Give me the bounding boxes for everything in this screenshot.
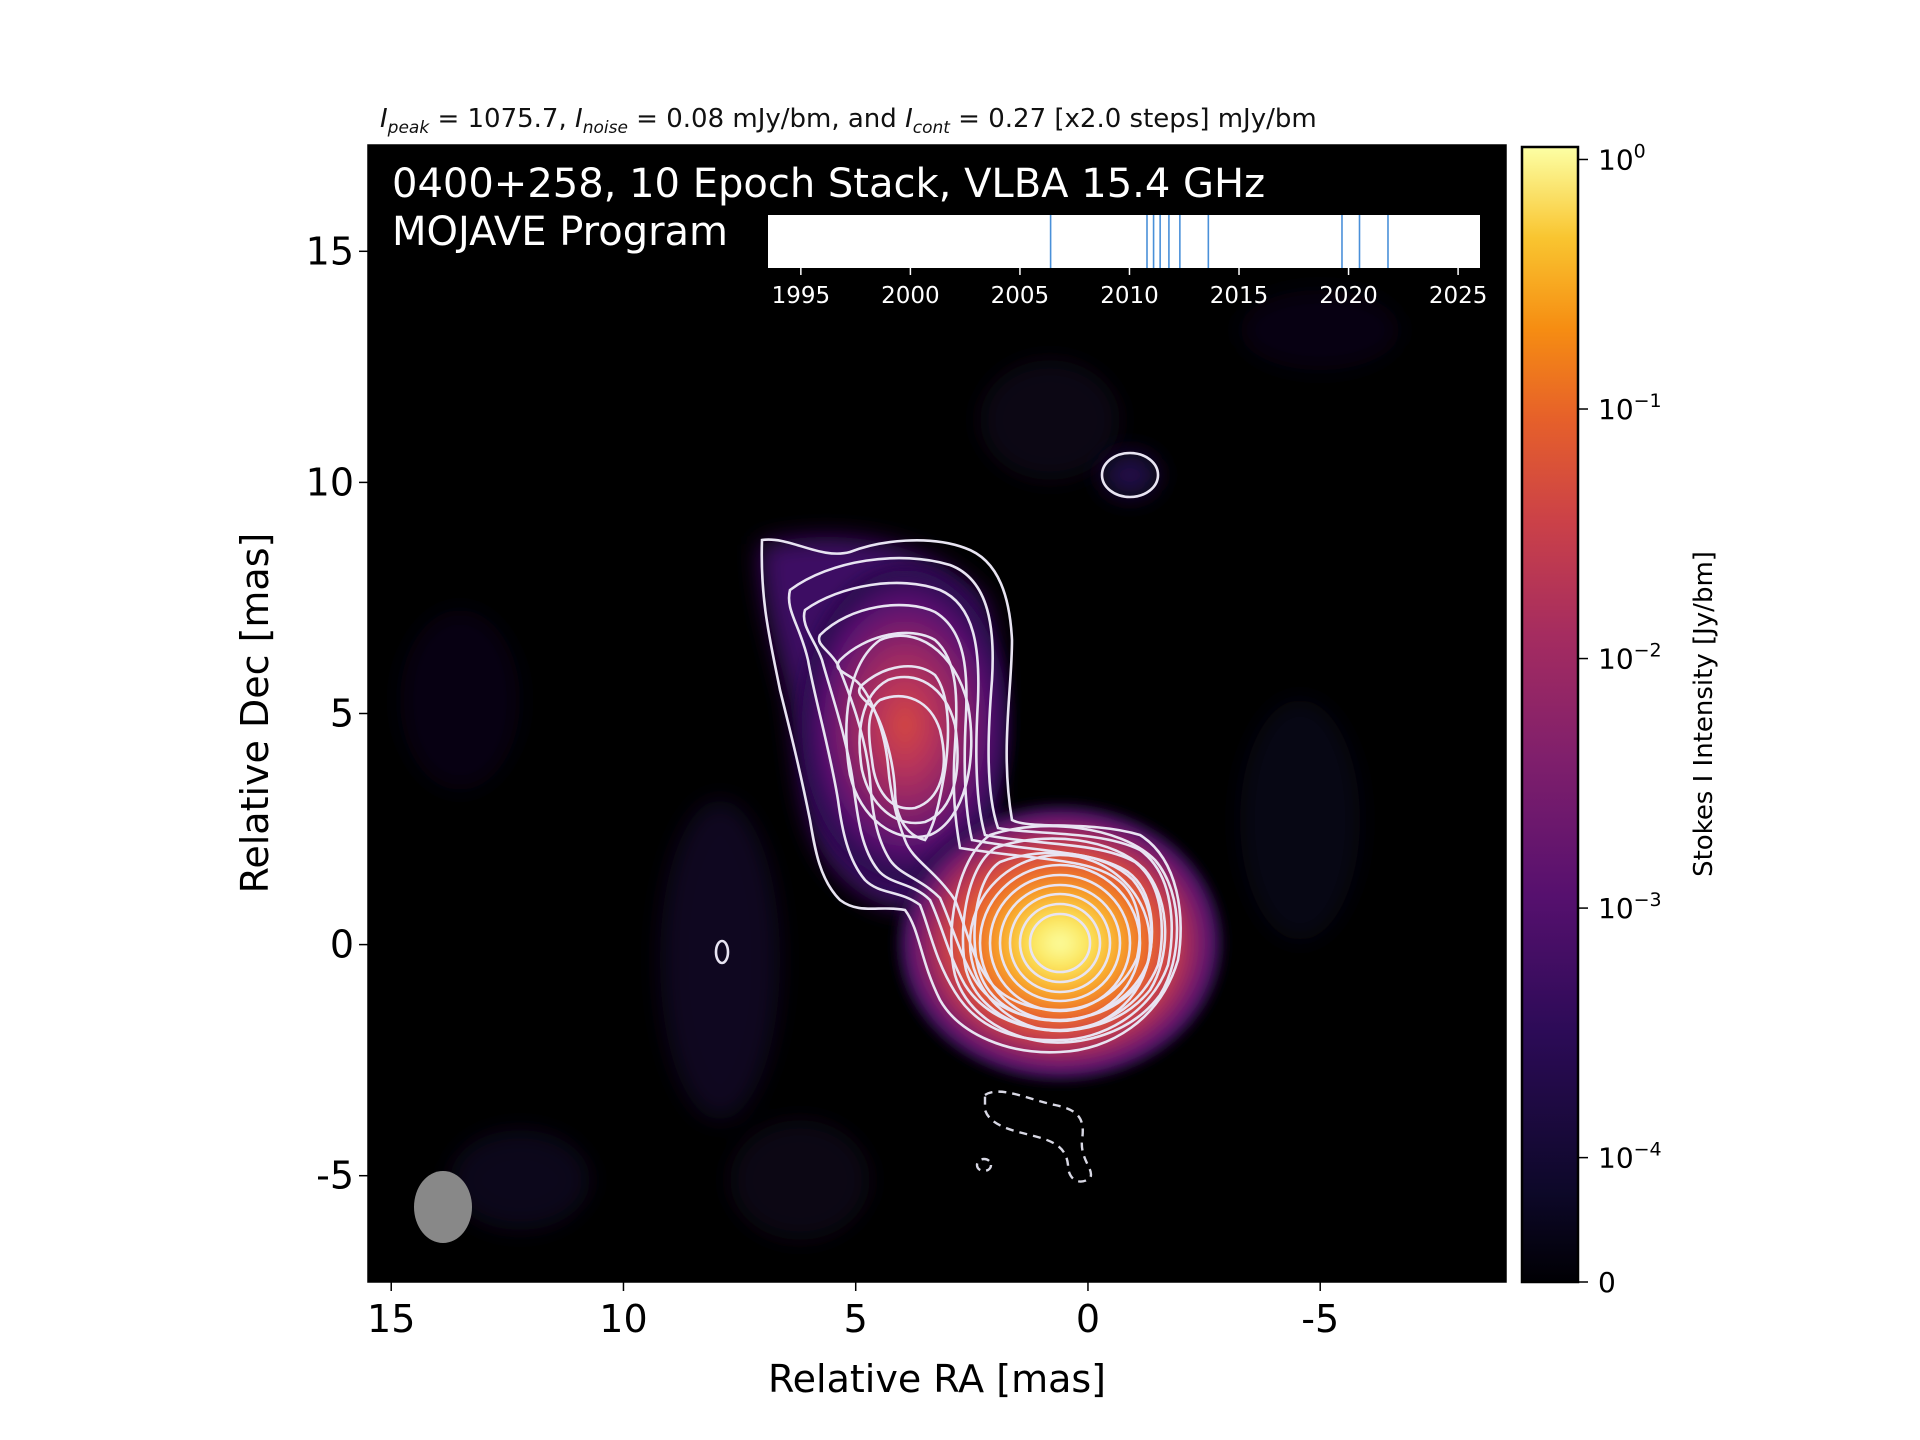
beam-ellipse <box>414 1171 472 1243</box>
y-axis-label: Relative Dec [mas] <box>233 533 277 894</box>
timeline-tick-label: 2000 <box>881 283 940 309</box>
colorbar-tick-label: 100 <box>1598 140 1646 176</box>
timeline-tick-label: 2025 <box>1429 283 1488 309</box>
contour-knot-2 <box>858 675 959 825</box>
timeline-tick-label: 2010 <box>1100 283 1159 309</box>
contour-2 <box>787 556 1173 1042</box>
contours <box>714 451 1182 1054</box>
contour-13 <box>1028 912 1092 974</box>
y-tick-label: -5 <box>316 1154 354 1198</box>
contour-core-outer-1 <box>950 824 1179 1044</box>
contour-knot-1 <box>867 695 946 810</box>
map-title-line1: 0400+258, 10 Epoch Stack, VLBA 15.4 GHz <box>392 161 1265 207</box>
contour-outer <box>760 538 1182 1054</box>
colorbar-tick-label: 10−2 <box>1598 640 1662 676</box>
timeline-tick-label: 2005 <box>991 283 1050 309</box>
timeline-tick-label: 1995 <box>772 283 831 309</box>
timeline-tick-label: 2015 <box>1210 283 1269 309</box>
x-tick-label: 15 <box>367 1297 415 1341</box>
y-tick-label: 5 <box>330 692 354 736</box>
contour-6 <box>857 664 950 842</box>
colorbar-tick-label: 10−1 <box>1598 390 1662 426</box>
negative-contour-2 <box>975 1157 993 1173</box>
timeline-box <box>768 215 1480 268</box>
timeline-tick-label: 2020 <box>1319 283 1378 309</box>
x-axis-label: Relative RA [mas] <box>768 1357 1106 1401</box>
colorbar-tick-label: 10−4 <box>1598 1139 1662 1175</box>
header-caption: Ipeak = 1075.7, Inoise = 0.08 mJy/bm, an… <box>380 104 1317 138</box>
y-tick-label: 10 <box>306 460 354 504</box>
y-tick-label: 15 <box>306 229 354 273</box>
contour-core-outer-3 <box>973 851 1153 1022</box>
contour-12 <box>1018 902 1102 984</box>
colorbar-label: Stokes I Intensity [Jy/bm] <box>1689 551 1719 877</box>
y-tick-label: 0 <box>330 923 354 967</box>
contour-10 <box>998 883 1122 1003</box>
colorbar-ticks: 100 10−1 10−2 10−3 10−4 0 <box>1578 140 1662 1299</box>
contour-9 <box>988 873 1132 1013</box>
epoch-timeline: 1995 2000 2005 2010 2015 2020 2025 <box>768 215 1487 309</box>
contour-west-blob <box>714 939 730 965</box>
negative-contour-1 <box>983 1090 1093 1183</box>
contour-11 <box>1008 892 1112 994</box>
colorbar-tick-label: 0 <box>1598 1266 1616 1299</box>
contour-north-blob <box>1100 451 1160 499</box>
y-axis-ticks: 15 10 5 0 -5 <box>306 229 368 1198</box>
x-tick-label: -5 <box>1301 1297 1339 1341</box>
contour-knot-3 <box>845 634 973 839</box>
colorbar-tick-label: 10−3 <box>1598 889 1662 925</box>
x-axis-ticks: 15 10 5 0 -5 <box>367 1282 1339 1341</box>
intensity-map <box>400 290 1400 1243</box>
map-title-line2: MOJAVE Program <box>392 209 728 255</box>
contour-core-outer-2 <box>961 837 1167 1032</box>
x-tick-label: 10 <box>599 1297 647 1341</box>
timeline-epochs <box>1049 215 1389 268</box>
x-tick-label: 0 <box>1076 1297 1100 1341</box>
timeline-ticks: 1995 2000 2005 2010 2015 2020 2025 <box>772 268 1488 309</box>
negative-contours <box>975 1090 1093 1183</box>
colorbar <box>1520 145 1580 1284</box>
noise-patches <box>400 290 1400 1240</box>
x-tick-label: 5 <box>844 1297 868 1341</box>
